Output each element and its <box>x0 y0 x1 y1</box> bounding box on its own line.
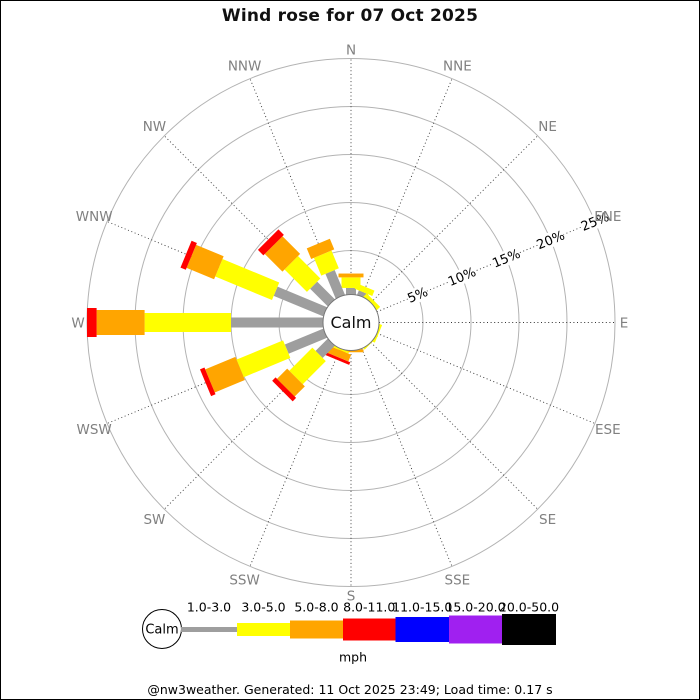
direction-label-SSW: SSW <box>229 572 260 588</box>
percent-label-bg <box>579 209 611 234</box>
wind-bar-segment-WSW-8.0-11.0 <box>199 367 216 397</box>
wind-bar-NW <box>257 229 338 310</box>
wind-bar-segment-NNE-3.0-5.0 <box>354 283 375 296</box>
wind-bar-segment-N-5.0-8.0 <box>338 273 364 278</box>
legend-bin-label-8.0-11.0: 8.0-11.0 <box>343 600 395 615</box>
wind-bar-segment-SSW-3.0-5.0 <box>330 344 350 354</box>
footer-credit: @nw3weather. Generated: 11 Oct 2025 23:4… <box>147 682 553 697</box>
chart-title: Wind rose for 07 Oct 2025 <box>221 6 479 26</box>
wind-bar-segment-W-1.0-3.0 <box>231 317 327 328</box>
wind-bar-segment-NW-3.0-5.0 <box>284 256 321 292</box>
calm-label: Calm <box>330 313 371 332</box>
wind-bar-segment-WNW-8.0-11.0 <box>180 240 197 270</box>
wind-bar-segment-NW-5.0-8.0 <box>264 236 301 272</box>
wind-bar-segment-WNW-5.0-8.0 <box>186 244 224 280</box>
wind-bar-segment-N-3.0-5.0 <box>341 277 361 288</box>
wind-bar-segment-WNW-3.0-5.0 <box>215 258 280 301</box>
direction-label-WNW: WNW <box>76 209 113 225</box>
legend-swatch-1.0-3.0 <box>181 627 237 632</box>
calm-circle <box>322 294 380 351</box>
direction-label-ENE: ENE <box>594 209 621 225</box>
wind-bar-segment-NW-1.0-3.0 <box>310 281 338 310</box>
wind-bar-SW <box>272 335 338 402</box>
wind-bar-segment-NNW-3.0-5.0 <box>313 250 339 276</box>
wind-bar-segment-SW-5.0-8.0 <box>276 368 305 397</box>
direction-label-NNW: NNW <box>228 59 262 75</box>
wind-bar-segment-NE-3.0-5.0 <box>362 293 381 311</box>
spoke-NNE <box>361 78 453 297</box>
legend-calm-label: Calm <box>145 623 178 638</box>
direction-label-NE: NE <box>538 119 557 135</box>
wind-bar-segment-W-8.0-11.0 <box>87 308 97 337</box>
direction-label-SE: SE <box>539 512 556 528</box>
wind-bar-SSW <box>322 342 352 365</box>
wind-bar-segment-NNW-1.0-3.0 <box>325 270 347 303</box>
legend-bin-label-3.0-5.0: 3.0-5.0 <box>241 600 285 615</box>
wind-bar-NNW <box>306 238 347 303</box>
percent-label-20%: 20% <box>535 228 567 253</box>
legend-bin-label-5.0-8.0: 5.0-8.0 <box>294 600 338 615</box>
percent-label-group-10%: 10% <box>446 264 478 290</box>
direction-label-WSW: WSW <box>77 422 112 438</box>
percent-label-bg <box>405 284 430 306</box>
legend-swatch-8.0-11.0 <box>343 618 396 641</box>
wind-bar-WNW <box>180 240 331 318</box>
wind-bar-segment-SSW-8.0-11.0 <box>322 351 351 365</box>
wind-bar-segment-SW-3.0-5.0 <box>289 347 326 385</box>
legend-bin-label-15.0-20.0: 15.0-20.0 <box>445 600 505 615</box>
spoke-SSE <box>361 348 453 567</box>
direction-label-E: E <box>620 316 629 332</box>
wind-bar-segment-SW-8.0-11.0 <box>272 377 297 402</box>
legend-swatch-11.0-15.0 <box>395 617 449 642</box>
percent-label-15%: 15% <box>490 247 522 272</box>
percent-label-group-15%: 15% <box>490 245 523 272</box>
direction-label-SSE: SSE <box>445 572 471 588</box>
wind-bar-segment-WSW-3.0-5.0 <box>236 340 291 378</box>
legend-units-label: mph <box>339 650 367 665</box>
direction-label-NNE: NNE <box>443 59 472 75</box>
legend-swatch-15.0-20.0 <box>449 615 502 644</box>
legend-swatch-5.0-8.0 <box>290 620 343 639</box>
wind-bar-segment-W-5.0-8.0 <box>96 310 145 335</box>
legend-bin-label-1.0-3.0: 1.0-3.0 <box>187 600 231 615</box>
wind-bar-segment-WSW-5.0-8.0 <box>205 356 245 393</box>
percent-label-bg <box>490 245 523 271</box>
legend-bin-label-11.0-15.0: 11.0-15.0 <box>392 600 452 615</box>
wind-bar-segment-N-1.0-3.0 <box>346 287 356 299</box>
wind-bar-WSW <box>199 327 331 397</box>
wind-bar-W <box>87 308 327 337</box>
wind-bar-N <box>338 273 364 299</box>
direction-label-ESE: ESE <box>595 422 621 438</box>
direction-label-NW: NW <box>143 119 166 135</box>
legend-swatch-3.0-5.0 <box>237 623 290 636</box>
legend-swatch-20.0-50.0 <box>502 614 556 645</box>
direction-label-W: W <box>71 316 84 332</box>
direction-label-SW: SW <box>143 512 165 528</box>
wind-bar-segment-W-3.0-5.0 <box>144 313 231 332</box>
spoke-ESE <box>376 332 596 424</box>
wind-bar-segment-NNW-5.0-8.0 <box>306 238 335 259</box>
percent-label-group-5%: 5% <box>405 284 430 307</box>
wind-bar-segment-WSW-1.0-3.0 <box>284 327 331 354</box>
wind-bar-segment-SSW-5.0-8.0 <box>325 345 352 362</box>
wind-bar-segment-WNW-1.0-3.0 <box>273 286 331 318</box>
percent-label-bg <box>446 264 478 289</box>
percent-label-10%: 10% <box>446 265 478 290</box>
direction-label-S: S <box>347 589 356 605</box>
percent-label-group-20%: 20% <box>534 227 567 253</box>
direction-label-N: N <box>346 43 356 59</box>
percent-label-bg <box>534 227 567 253</box>
wind-bar-segment-NW-8.0-11.0 <box>257 229 284 256</box>
percent-label-5%: 5% <box>406 285 431 307</box>
legend-bin-label-20.0-50.0: 20.0-50.0 <box>499 600 559 615</box>
